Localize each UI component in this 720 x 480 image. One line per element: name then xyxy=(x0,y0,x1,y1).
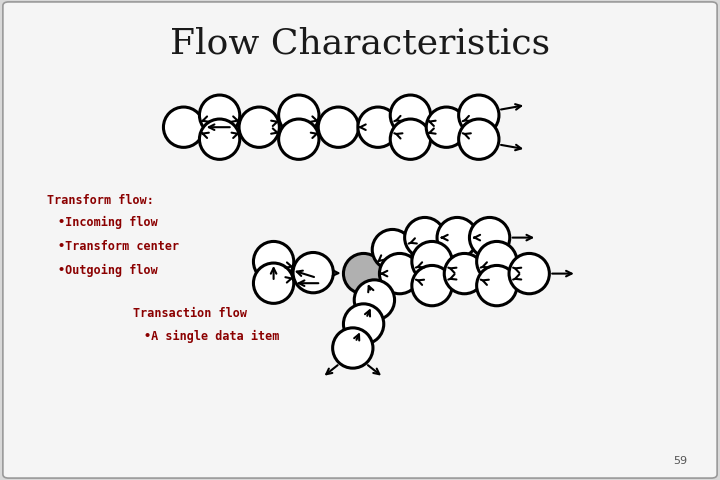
Ellipse shape xyxy=(293,252,333,293)
Text: •Outgoing flow: •Outgoing flow xyxy=(58,264,158,277)
Ellipse shape xyxy=(459,119,499,159)
Ellipse shape xyxy=(253,241,294,282)
FancyBboxPatch shape xyxy=(3,2,717,478)
Ellipse shape xyxy=(444,253,485,294)
Ellipse shape xyxy=(279,119,319,159)
Ellipse shape xyxy=(426,107,467,147)
Ellipse shape xyxy=(354,280,395,320)
Text: •A single data item: •A single data item xyxy=(144,330,279,343)
Ellipse shape xyxy=(343,253,384,294)
Ellipse shape xyxy=(405,217,445,258)
Ellipse shape xyxy=(390,95,431,135)
Ellipse shape xyxy=(372,229,413,270)
Text: Flow Characteristics: Flow Characteristics xyxy=(170,26,550,60)
Ellipse shape xyxy=(437,217,477,258)
Ellipse shape xyxy=(459,95,499,135)
Ellipse shape xyxy=(253,263,294,303)
Ellipse shape xyxy=(379,253,420,294)
Ellipse shape xyxy=(358,107,398,147)
Text: •Incoming flow: •Incoming flow xyxy=(58,216,158,229)
Ellipse shape xyxy=(469,217,510,258)
Ellipse shape xyxy=(318,107,359,147)
Text: Transaction flow: Transaction flow xyxy=(133,307,247,320)
Text: 59: 59 xyxy=(673,456,688,466)
Ellipse shape xyxy=(477,265,517,306)
Ellipse shape xyxy=(390,119,431,159)
Ellipse shape xyxy=(412,241,452,282)
Text: •Transform center: •Transform center xyxy=(58,240,179,253)
Ellipse shape xyxy=(163,107,204,147)
Ellipse shape xyxy=(239,107,279,147)
Ellipse shape xyxy=(333,328,373,368)
Ellipse shape xyxy=(509,253,549,294)
Ellipse shape xyxy=(199,119,240,159)
Ellipse shape xyxy=(279,95,319,135)
Ellipse shape xyxy=(412,265,452,306)
Text: Transform flow:: Transform flow: xyxy=(47,194,153,207)
Ellipse shape xyxy=(477,241,517,282)
Ellipse shape xyxy=(343,304,384,344)
Ellipse shape xyxy=(199,95,240,135)
